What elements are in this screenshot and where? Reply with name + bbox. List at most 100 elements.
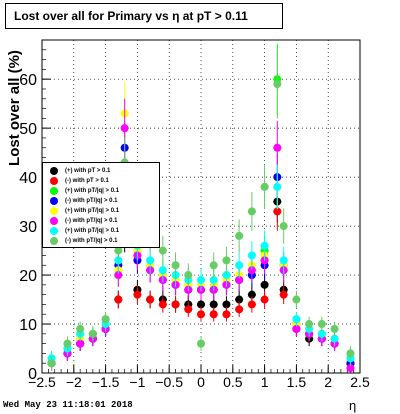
y-tick-label: 50 bbox=[19, 121, 37, 138]
data-point bbox=[292, 295, 301, 304]
data-point bbox=[247, 290, 256, 299]
data-point bbox=[209, 275, 218, 284]
legend-entry: (+) with pT/|q| > 0.1 bbox=[43, 226, 159, 236]
legend-marker-icon bbox=[50, 197, 58, 205]
data-point bbox=[209, 310, 218, 319]
data-point bbox=[235, 261, 244, 270]
data-point bbox=[292, 324, 301, 333]
data-point bbox=[88, 329, 97, 338]
x-tick-label: −2 bbox=[66, 374, 82, 390]
legend: (+) with pT > 0.1 (-) with pT > 0.1 (+) wi… bbox=[42, 162, 160, 248]
legend-entry: (-) with pT > 0.1 bbox=[43, 176, 159, 186]
data-point bbox=[305, 320, 314, 329]
data-point bbox=[273, 182, 282, 191]
chart-title: Lost over all for Primary vs η at pT > 0… bbox=[5, 3, 283, 29]
x-tick-label: −2.5 bbox=[28, 374, 56, 390]
legend-label: (+) with pT/|q| > 0.1 bbox=[65, 208, 120, 214]
x-tick-label: 1.5 bbox=[287, 374, 307, 390]
data-point bbox=[260, 241, 269, 250]
y-axis-label: Lost over all (%) bbox=[6, 50, 23, 166]
data-point bbox=[209, 300, 218, 309]
data-point bbox=[197, 275, 205, 284]
data-point bbox=[235, 295, 244, 304]
legend-marker-icon bbox=[50, 167, 58, 175]
data-point bbox=[317, 320, 326, 329]
data-point bbox=[76, 339, 85, 348]
data-point bbox=[346, 349, 355, 358]
data-point bbox=[273, 143, 282, 152]
data-point bbox=[279, 290, 288, 299]
data-point bbox=[260, 182, 269, 191]
data-point bbox=[222, 256, 231, 265]
data-point bbox=[279, 256, 288, 265]
legend-marker-icon bbox=[50, 237, 58, 245]
data-point bbox=[330, 324, 339, 333]
legend-label: (+) with pT/|q| > 0.1 bbox=[65, 188, 120, 194]
data-point bbox=[222, 310, 231, 319]
data-point bbox=[209, 261, 218, 270]
x-tick-label: 2.5 bbox=[350, 374, 370, 390]
legend-label: (-) with pT/|q| > 0.1 bbox=[65, 218, 118, 224]
legend-entry: (-) with pT/|q| > 0.1 bbox=[43, 236, 159, 246]
data-point bbox=[247, 207, 256, 216]
data-point bbox=[158, 246, 167, 255]
data-point bbox=[146, 295, 155, 304]
data-point bbox=[184, 305, 193, 314]
legend-label: (+) with pT > 0.1 bbox=[65, 168, 111, 174]
legend-entry: (-) with pT/|q| > 0.1 bbox=[43, 216, 159, 226]
data-point bbox=[247, 251, 256, 260]
data-point bbox=[222, 300, 231, 309]
x-tick-label: −1 bbox=[129, 374, 145, 390]
legend-entry: (+) with pT/|q| > 0.1 bbox=[43, 206, 159, 216]
data-point bbox=[47, 359, 56, 368]
data-point bbox=[197, 310, 205, 319]
legend-marker-icon bbox=[50, 217, 58, 225]
legend-marker-icon bbox=[50, 177, 58, 185]
data-point bbox=[120, 124, 129, 133]
y-tick-label: 20 bbox=[19, 268, 37, 285]
legend-entry: (+) with pT > 0.1 bbox=[43, 166, 159, 176]
data-point bbox=[222, 271, 231, 280]
data-point bbox=[76, 324, 85, 333]
legend-entry: (+) with pT/|q| > 0.1 bbox=[43, 186, 159, 196]
x-axis-label: η bbox=[349, 398, 357, 413]
data-point bbox=[114, 295, 123, 304]
data-point bbox=[260, 295, 269, 304]
data-point bbox=[247, 266, 256, 275]
legend-label: (-) with pT/|q| > 0.1 bbox=[65, 198, 118, 204]
legend-label: (-) with pT/|q| > 0.1 bbox=[65, 238, 118, 244]
y-tick-label: 60 bbox=[19, 72, 37, 89]
legend-marker-icon bbox=[50, 207, 58, 215]
x-tick-label: 2 bbox=[324, 374, 332, 390]
data-point bbox=[235, 275, 244, 284]
data-point bbox=[63, 339, 72, 348]
x-tick-label: 1 bbox=[261, 374, 269, 390]
data-point bbox=[317, 329, 326, 338]
data-point bbox=[114, 246, 123, 255]
legend-entry: (-) with pT/|q| > 0.1 bbox=[43, 196, 159, 206]
data-point bbox=[197, 300, 205, 309]
data-point bbox=[101, 315, 110, 324]
x-tick-label: 0.5 bbox=[223, 374, 243, 390]
y-tick-label: 40 bbox=[19, 170, 37, 187]
x-tick-label: −0.5 bbox=[155, 374, 183, 390]
legend-label: (+) with pT/|q| > 0.1 bbox=[65, 228, 120, 234]
data-point bbox=[197, 339, 205, 348]
data-point bbox=[235, 305, 244, 314]
data-point bbox=[330, 334, 339, 343]
data-point bbox=[171, 261, 180, 270]
data-point bbox=[146, 256, 155, 265]
timestamp-footer: Wed May 23 11:18:01 2018 bbox=[3, 400, 133, 410]
legend-marker-icon bbox=[50, 187, 58, 195]
data-point bbox=[133, 290, 142, 299]
legend-marker-icon bbox=[50, 227, 58, 235]
y-tick-label: 30 bbox=[19, 219, 37, 236]
data-point bbox=[292, 315, 301, 324]
data-point bbox=[171, 300, 180, 309]
data-point bbox=[273, 207, 282, 216]
data-point bbox=[247, 300, 256, 309]
data-point bbox=[279, 222, 288, 231]
x-tick-label: 0 bbox=[197, 374, 205, 390]
